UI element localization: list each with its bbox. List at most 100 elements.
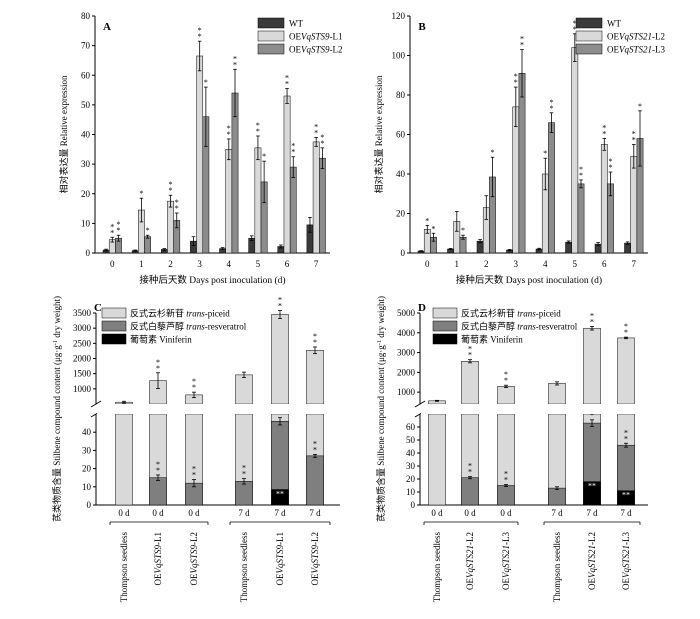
label-part: -L1 bbox=[330, 32, 343, 42]
significance-mark: * bbox=[262, 152, 266, 161]
label-part: Thompson seedless bbox=[239, 532, 249, 603]
y-tick-label: 20 bbox=[396, 209, 406, 219]
significance-mark: * bbox=[624, 434, 628, 443]
legend-swatch bbox=[257, 30, 285, 42]
significance-mark: * bbox=[314, 128, 318, 137]
panel-a-bar-1 bbox=[225, 149, 233, 254]
label-part: dry weight) bbox=[52, 296, 62, 340]
panel-c-viniferin-segment bbox=[271, 489, 289, 506]
panel-c-piceid-upper bbox=[306, 350, 324, 405]
legend-label: 葡萄素 Viniferin bbox=[130, 334, 192, 345]
axis-break-mark bbox=[414, 400, 426, 408]
y-tick-label: 120 bbox=[392, 11, 406, 21]
panel-a-bar-1 bbox=[254, 147, 262, 254]
significance-mark: * bbox=[632, 129, 636, 138]
significance-mark: * bbox=[514, 78, 518, 87]
y-tick-label: 3500 bbox=[73, 308, 92, 318]
label-part: VqSTS9 bbox=[301, 32, 330, 42]
significance-mark: * bbox=[573, 19, 577, 28]
significance-mark: * bbox=[110, 222, 114, 231]
x-tick-label: 1 bbox=[139, 259, 144, 269]
x-tick-label: 0 bbox=[425, 259, 430, 269]
label-part: 反式云杉新苷 bbox=[461, 308, 517, 319]
panel-a-bar-1 bbox=[167, 200, 174, 254]
y-tick-label: 80 bbox=[81, 11, 91, 21]
y-tick-label: 1000 bbox=[73, 384, 92, 394]
label-part: OE bbox=[501, 578, 511, 590]
y-tick-label: 10 bbox=[82, 482, 92, 492]
significance-mark: * bbox=[156, 364, 160, 373]
significance-mark: * bbox=[590, 317, 594, 326]
significance-mark: * bbox=[461, 226, 465, 235]
label-part: -L2 bbox=[587, 532, 597, 545]
label-part: -L3 bbox=[501, 532, 511, 545]
panel-a-bar-2 bbox=[289, 166, 297, 254]
y-tick-label: 5000 bbox=[397, 308, 416, 318]
label-part: OE bbox=[607, 32, 619, 42]
day-label: 0 d bbox=[188, 508, 200, 518]
label-part: 反式云杉新苷 bbox=[130, 308, 186, 319]
panel-b-bar-2 bbox=[577, 183, 585, 254]
label-part: 反式白藜芦醇 bbox=[461, 321, 517, 332]
y-tick-label: 2500 bbox=[73, 338, 92, 348]
legend-label: 反式云杉新苷 trans-piceid bbox=[461, 308, 561, 319]
label-part: -L1 bbox=[153, 532, 163, 545]
significance-mark: ** bbox=[276, 490, 284, 499]
panel-a-bar-2 bbox=[319, 157, 326, 254]
y-axis-label: 相对表达量 Relative expression bbox=[58, 75, 69, 193]
significance-mark: * bbox=[550, 104, 554, 113]
label-part: OE bbox=[289, 45, 301, 55]
legend-label: OEVqSTS21-L2 bbox=[607, 32, 665, 42]
x-tick-label: 7 bbox=[632, 259, 637, 269]
day-label: 7 d bbox=[620, 508, 632, 518]
panel-d-piceid-upper bbox=[461, 361, 479, 405]
label-part: VqSTS21 bbox=[621, 545, 631, 578]
y-tick-label: 50 bbox=[81, 100, 91, 110]
sample-label: Thompson seedless bbox=[552, 532, 562, 603]
significance-mark: * bbox=[320, 139, 324, 148]
label-part: trans bbox=[517, 309, 536, 319]
label-part: VqSTS21 bbox=[619, 32, 652, 42]
panel-letter: D bbox=[418, 302, 426, 314]
significance-mark: * bbox=[313, 332, 317, 341]
x-axis-label: 接种后天数 Days post inoculation (d) bbox=[456, 274, 602, 286]
panel-b-bar-1 bbox=[630, 155, 638, 254]
significance-mark: * bbox=[602, 129, 606, 138]
significance-mark: * bbox=[432, 224, 436, 233]
significance-mark: * bbox=[139, 189, 143, 198]
y-tick-label: 40 bbox=[81, 130, 91, 140]
significance-mark: * bbox=[291, 148, 295, 157]
significance-mark: * bbox=[543, 149, 547, 158]
panel-d-group: 1000 2000 3000 4000 5000 0 10 20 30 40 50 60 0 d Thom… bbox=[375, 296, 649, 602]
legend-label: OEVqSTS9-L2 bbox=[289, 45, 343, 55]
legend-swatch bbox=[101, 333, 127, 345]
x-tick-label: 7 bbox=[314, 259, 319, 269]
significance-mark: * bbox=[175, 204, 179, 213]
significance-mark: * bbox=[156, 460, 160, 469]
label-part: dry weight) bbox=[376, 296, 386, 340]
y-tick-label: 0 bbox=[87, 500, 92, 510]
x-tick-label: 1 bbox=[455, 259, 460, 269]
significance-mark: * bbox=[291, 142, 295, 151]
day-label: 7 d bbox=[551, 508, 563, 518]
legend-label: 反式白藜芦醇 trans-resveratrol bbox=[130, 321, 247, 332]
label-part: trans bbox=[186, 322, 205, 332]
x-tick-label: 6 bbox=[602, 259, 607, 269]
significance-mark: * bbox=[204, 78, 208, 87]
legend-label: 葡萄素 Viniferin bbox=[461, 334, 523, 345]
y-tick-label: 2000 bbox=[397, 367, 416, 377]
y-tick-label: 20 bbox=[406, 474, 416, 484]
significance-mark: * bbox=[242, 470, 246, 479]
significance-mark: * bbox=[314, 122, 318, 131]
panel-d-resveratrol-segment bbox=[497, 485, 515, 506]
legend-label: WT bbox=[289, 19, 303, 29]
legend-label: 反式云杉新苷 trans-piceid bbox=[130, 308, 230, 319]
axis-break-gap bbox=[97, 404, 341, 414]
significance-mark: * bbox=[491, 148, 495, 157]
label-part: VqSTS9 bbox=[310, 545, 320, 574]
label-part: -L2 bbox=[330, 45, 343, 55]
label-part: 芪类物质含量 Stilbene compound content (μg·g bbox=[51, 345, 62, 522]
significance-mark: ** bbox=[588, 482, 596, 491]
